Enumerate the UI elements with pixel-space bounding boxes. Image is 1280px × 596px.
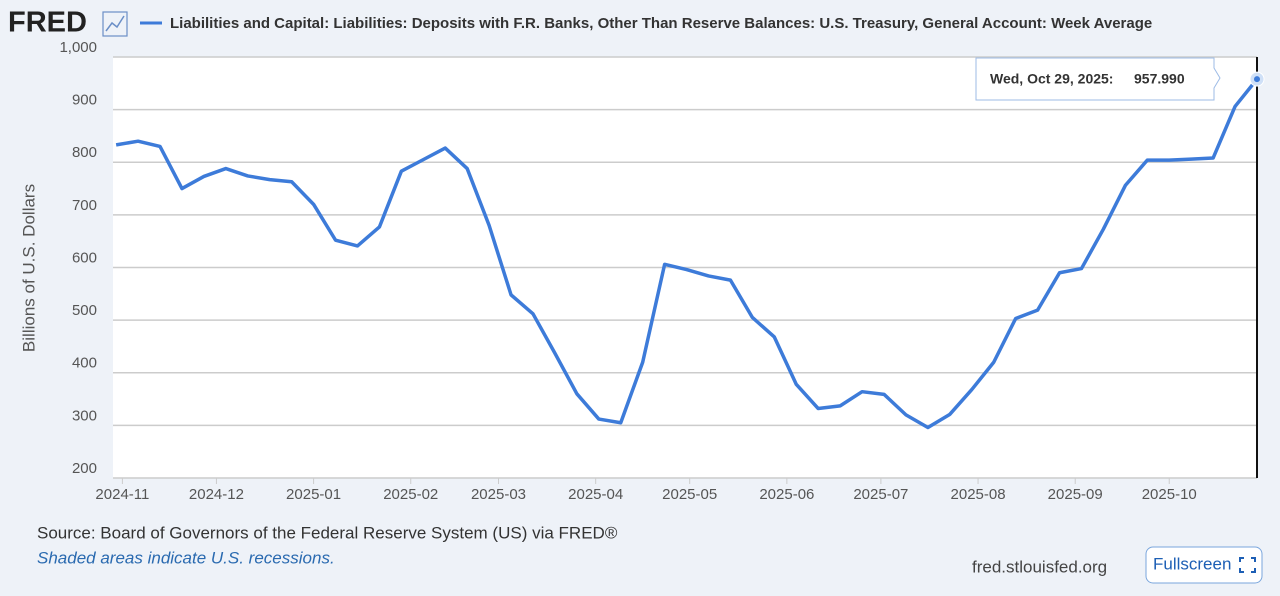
x-tick-label: 2024-12 <box>189 486 244 503</box>
y-tick-label: 600 <box>72 249 97 266</box>
y-tick-label: 700 <box>72 197 97 214</box>
source: Source: Board of Governors of the Federa… <box>37 523 618 542</box>
tooltip-value: 957.990 <box>1134 71 1185 87</box>
x-tick-label: 2025-03 <box>471 486 526 503</box>
x-tick-label: 2025-07 <box>853 486 908 503</box>
x-tick-label: 2025-02 <box>383 486 438 503</box>
tooltip-box <box>975 57 1221 101</box>
x-tick-label: 2025-04 <box>568 486 623 503</box>
logo: FRED <box>8 7 87 39</box>
y-tick-label: 900 <box>72 92 97 109</box>
y-tick-label: 800 <box>72 144 97 161</box>
y-tick-label: 1,000 <box>59 39 97 56</box>
y-tick-label: 300 <box>72 407 97 424</box>
x-tick-label: 2025-09 <box>1048 486 1103 503</box>
x-tick-label: 2025-05 <box>662 486 717 503</box>
tooltip: Wed, Oct 29, 2025: 957.990 <box>975 57 1221 101</box>
y-axis-title: Billions of U.S. Dollars <box>19 184 38 352</box>
x-tick-label: 2025-10 <box>1142 486 1197 503</box>
y-tick-label: 400 <box>72 355 97 372</box>
x-tick-label: 2025-06 <box>759 486 814 503</box>
y-tick-label: 500 <box>72 302 97 319</box>
button-label[interactable]: Fullscreen <box>1153 554 1231 573</box>
fullscreen-button[interactable]: Fullscreen <box>1145 546 1263 584</box>
data-line <box>115 78 1259 430</box>
legend-label: Liabilities and Capital: Liabilities: De… <box>170 15 1152 32</box>
x-tick-label: 2025-08 <box>951 486 1006 503</box>
site-link: fred.stlouisfed.org <box>972 557 1107 576</box>
tooltip-date: Wed, Oct 29, 2025: <box>990 71 1113 87</box>
y-tick-label: 200 <box>72 460 97 477</box>
x-tick-label: 2024-11 <box>95 486 149 503</box>
logo-icon <box>102 11 128 37</box>
recession-note: Shaded areas indicate U.S. recessions. <box>37 548 335 567</box>
hover-dot <box>1254 76 1260 83</box>
x-tick-label: 2025-01 <box>286 486 341 503</box>
